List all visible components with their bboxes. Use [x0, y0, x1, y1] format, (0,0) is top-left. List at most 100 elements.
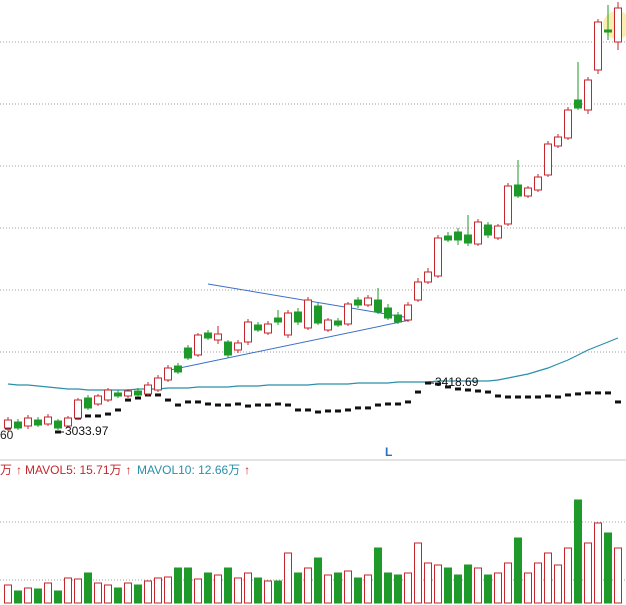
candle-body [84, 397, 92, 409]
index-mark [165, 398, 171, 402]
candle-body [4, 419, 12, 429]
volume-bar [534, 562, 542, 604]
candle-body [284, 312, 292, 336]
volume-legend-arrow: ↑ [16, 463, 22, 477]
index-mark [475, 389, 481, 393]
volume-bar [454, 574, 462, 604]
index-mark [415, 390, 421, 394]
index-mark [335, 409, 341, 413]
volume-bar [274, 580, 282, 604]
volume-legend: 万 ↑ MAVOL5: 15.71万 ↑ MAVOL10: 12.66万 ↑ [0, 463, 250, 477]
index-mark [435, 382, 441, 386]
index-mark [245, 404, 251, 408]
candle-body [134, 390, 142, 396]
candle-body [194, 334, 202, 356]
index-mark [255, 403, 261, 407]
candle-body [234, 342, 242, 351]
volume-bar [594, 522, 602, 604]
index-mark [185, 400, 191, 404]
candle-body [144, 384, 152, 395]
index-mark [345, 408, 351, 412]
candle-body [74, 399, 82, 419]
index-mark [485, 390, 491, 394]
volume-bar [54, 590, 62, 604]
candle-body [334, 320, 342, 326]
index-mark [365, 406, 371, 410]
index-mark [295, 408, 301, 412]
index-mark [125, 398, 131, 402]
index-mark [595, 391, 601, 395]
candle-body [264, 323, 272, 334]
trend-line [169, 319, 411, 371]
candle-body [494, 225, 502, 239]
candle-body [14, 421, 22, 429]
candle-body [544, 143, 552, 176]
index-mark [215, 403, 221, 407]
volume-bar [74, 578, 82, 604]
candle-body [444, 235, 452, 241]
candle-body [464, 234, 472, 244]
candle-body [474, 221, 482, 245]
volume-bar [314, 557, 322, 604]
volume-bar [364, 574, 372, 604]
candle-body [564, 109, 572, 139]
candle-body [604, 29, 612, 33]
volume-bar [144, 580, 152, 604]
volume-legend-text: 万 [0, 463, 12, 477]
volume-bar [44, 582, 52, 604]
index-mark [235, 402, 241, 406]
volume-bar [444, 567, 452, 604]
candle-body [524, 187, 532, 197]
candle-body [384, 307, 392, 319]
candle-body [404, 304, 412, 321]
volume-bar [564, 547, 572, 604]
index-mark [495, 394, 501, 398]
marker: L [385, 445, 392, 459]
annotation: 3033.97 [65, 424, 109, 438]
candle-body [504, 185, 512, 225]
volume-bar [154, 577, 162, 604]
candle-body [514, 184, 522, 197]
volume-bar [374, 547, 382, 604]
candle-body [414, 281, 422, 301]
moving-average [7, 337, 619, 391]
volume-bar [104, 584, 112, 604]
candle-body [94, 395, 102, 405]
candle-body [104, 389, 112, 401]
index-mark [385, 402, 391, 406]
candle-body [434, 237, 442, 277]
volume-legend-text: MAVOL5: 15.71万 [25, 463, 122, 477]
volume-bar [84, 572, 92, 604]
candle-body [24, 417, 32, 427]
volume-bar [504, 562, 512, 604]
volume-bar [194, 578, 202, 604]
volume-bar [284, 552, 292, 604]
candle-body [324, 319, 332, 331]
candle-body [34, 419, 42, 426]
candle-body [484, 224, 492, 236]
candle-body [304, 299, 312, 329]
candle-body [204, 332, 212, 339]
index-mark [405, 400, 411, 404]
volume-bar [94, 582, 102, 604]
volume-bar [114, 587, 122, 604]
index-mark [265, 403, 271, 407]
candle-body [554, 136, 562, 147]
volume-bar [464, 564, 472, 604]
annotation: 3418.69 [435, 375, 479, 389]
candle-body [294, 311, 302, 323]
candle-body [584, 79, 592, 111]
volume-bar [294, 572, 302, 604]
volume-bar [354, 577, 362, 604]
candle-body [224, 341, 232, 356]
volume-legend-text: MAVOL10: 12.66万 [137, 463, 240, 477]
left-label: 60 [0, 428, 14, 442]
index-mark [95, 414, 101, 418]
volume-bar [434, 564, 442, 604]
volume-bar [324, 574, 332, 604]
volume-bar [404, 572, 412, 604]
volume-bar [574, 499, 582, 604]
candle-body [44, 416, 52, 425]
volume-bar [604, 532, 612, 604]
